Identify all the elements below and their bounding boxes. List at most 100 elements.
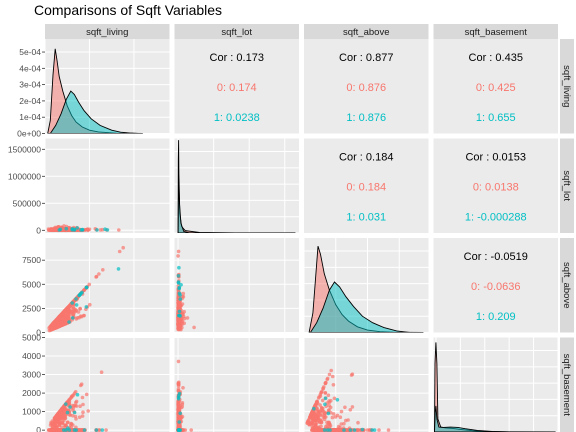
cor-overall-label: Cor : 0.184 xyxy=(339,152,393,164)
scatter-point-group1 xyxy=(66,426,70,431)
scatter-point-group0 xyxy=(313,428,317,432)
scatter-point-group1 xyxy=(178,297,183,301)
scatter-points xyxy=(176,359,193,432)
scatter-point-group0 xyxy=(64,321,68,326)
scatter-point-group0 xyxy=(326,393,331,398)
scatter-point-group0 xyxy=(314,401,319,405)
scatter-point-group1 xyxy=(352,428,357,432)
scatter-point-group0 xyxy=(180,414,185,419)
strip-top-sqft_basement xyxy=(433,24,558,39)
scatter-point-group1 xyxy=(62,428,66,432)
panel-background xyxy=(304,138,429,233)
cor-overall-label: Cor : 0.0153 xyxy=(465,152,526,164)
tick-label-y-sqft_lot: 0 xyxy=(36,225,41,235)
scatter-point-group0 xyxy=(51,421,55,426)
scatter-point-group0 xyxy=(323,391,328,395)
scatter-point-group0 xyxy=(104,428,108,432)
scatter-point-group1 xyxy=(176,274,181,278)
scatter-point-group0 xyxy=(318,409,323,414)
scatter-point-group0 xyxy=(176,359,181,364)
scatter-point-group0 xyxy=(306,419,310,424)
scatter-point-group1 xyxy=(70,316,75,320)
scatter-point-group0 xyxy=(66,316,71,320)
scatter-point-group0 xyxy=(181,291,186,296)
strip-label-top-sqft_lot: sqft_lot xyxy=(221,27,252,38)
strip-top-sqft_lot xyxy=(174,24,299,39)
scatter-point-group0 xyxy=(101,268,105,272)
scatter-point-group0 xyxy=(69,421,73,426)
scatter-point-group1 xyxy=(360,427,365,432)
scatter-point-group0 xyxy=(77,415,82,420)
scatter-point-group0 xyxy=(71,306,76,311)
scatter-point-group0 xyxy=(336,424,341,429)
scatter-point-group1 xyxy=(312,406,316,411)
scatter-point-group1 xyxy=(179,283,183,287)
panel-background xyxy=(304,39,429,134)
scatter-point-group0 xyxy=(181,312,185,316)
density-group1-sqft_lot xyxy=(177,180,200,233)
scatter-point-group0 xyxy=(176,382,181,387)
panel-background xyxy=(433,238,558,333)
scatter-point-group0 xyxy=(330,374,335,379)
scatter-point-group1 xyxy=(370,428,374,432)
scatter-point-group0 xyxy=(77,428,81,432)
scatter-point-group0 xyxy=(63,318,68,322)
scatter-point-group0 xyxy=(319,424,323,429)
scatter-point-group1 xyxy=(116,267,121,271)
scatter-point-group0 xyxy=(320,398,325,403)
scatter-point-group0 xyxy=(336,428,340,432)
tick-label-y-sqft_lot: 1000000 xyxy=(8,171,41,181)
tick-label-y-density: 3e-04 xyxy=(19,80,41,90)
scatter-point-group1 xyxy=(177,428,181,432)
panel-background xyxy=(433,39,558,134)
scatter-point-group0 xyxy=(50,326,54,330)
cor-overall-label: Cor : 0.877 xyxy=(339,52,393,64)
strip-right-sqft_basement xyxy=(560,337,574,432)
scatter-point-group0 xyxy=(53,419,58,424)
scatter-point-group1 xyxy=(348,428,353,432)
scatter-points xyxy=(47,245,125,333)
scatter-point-group0 xyxy=(356,420,360,425)
scatter-point-group0 xyxy=(76,310,81,314)
scatter-point-group0 xyxy=(315,411,319,415)
scatter-point-group0 xyxy=(176,400,181,405)
panel-sqft_living-sqft_lot: Cor : 0.173 0: 0.174 1: 0.0238 xyxy=(174,39,299,134)
tick-label-y-sqft_above: 0 xyxy=(36,328,41,338)
scatter-point-group1 xyxy=(74,428,78,432)
tick-label-y-sqft_basement: 3000 xyxy=(22,370,41,380)
scatter-point-group0 xyxy=(71,413,75,418)
panel-background xyxy=(174,337,299,432)
tick-label-y-density: 2e-04 xyxy=(19,96,41,106)
scatter-point-group0 xyxy=(73,390,78,394)
scatter-point-group0 xyxy=(338,415,343,420)
scatter-point-group1 xyxy=(68,405,72,409)
scatter-point-group1 xyxy=(65,410,70,415)
scatter-point-group0 xyxy=(181,386,185,390)
panel-sqft_above-sqft_lot xyxy=(174,238,299,333)
scatter-point-group0 xyxy=(346,418,350,422)
scatter-point-group0 xyxy=(330,415,335,420)
scatter-point-group0 xyxy=(320,406,324,410)
cor-group1-label: 1: 0.655 xyxy=(476,112,516,124)
tick-label-y-sqft_basement: 2000 xyxy=(22,388,41,398)
scatter-point-group0 xyxy=(94,275,98,279)
tick-label-y-sqft_basement: 4000 xyxy=(22,351,41,361)
strip-label-right-sqft_above: sqft_above xyxy=(561,262,572,308)
scatter-point-group0 xyxy=(308,413,313,418)
scatter-point-group0 xyxy=(176,323,180,328)
panel-background xyxy=(45,138,170,233)
scatter-point-group0 xyxy=(350,372,355,377)
scatter-points xyxy=(176,249,196,332)
tick-label-y-sqft_above: 7500 xyxy=(22,255,41,265)
scatter-point-group0 xyxy=(386,428,391,432)
scatter-point-group1 xyxy=(57,228,62,232)
scatter-point-group1 xyxy=(75,392,80,397)
scatter-point-group0 xyxy=(98,428,102,432)
strip-right-sqft_lot xyxy=(560,138,574,233)
scatter-point-group0 xyxy=(331,412,336,416)
scatter-point-group0 xyxy=(74,425,78,430)
scatter-point-group0 xyxy=(78,404,82,409)
cor-group0-label: 0: 0.0138 xyxy=(473,182,519,194)
scatter-point-group0 xyxy=(176,249,181,254)
scatter-point-group1 xyxy=(94,428,99,432)
